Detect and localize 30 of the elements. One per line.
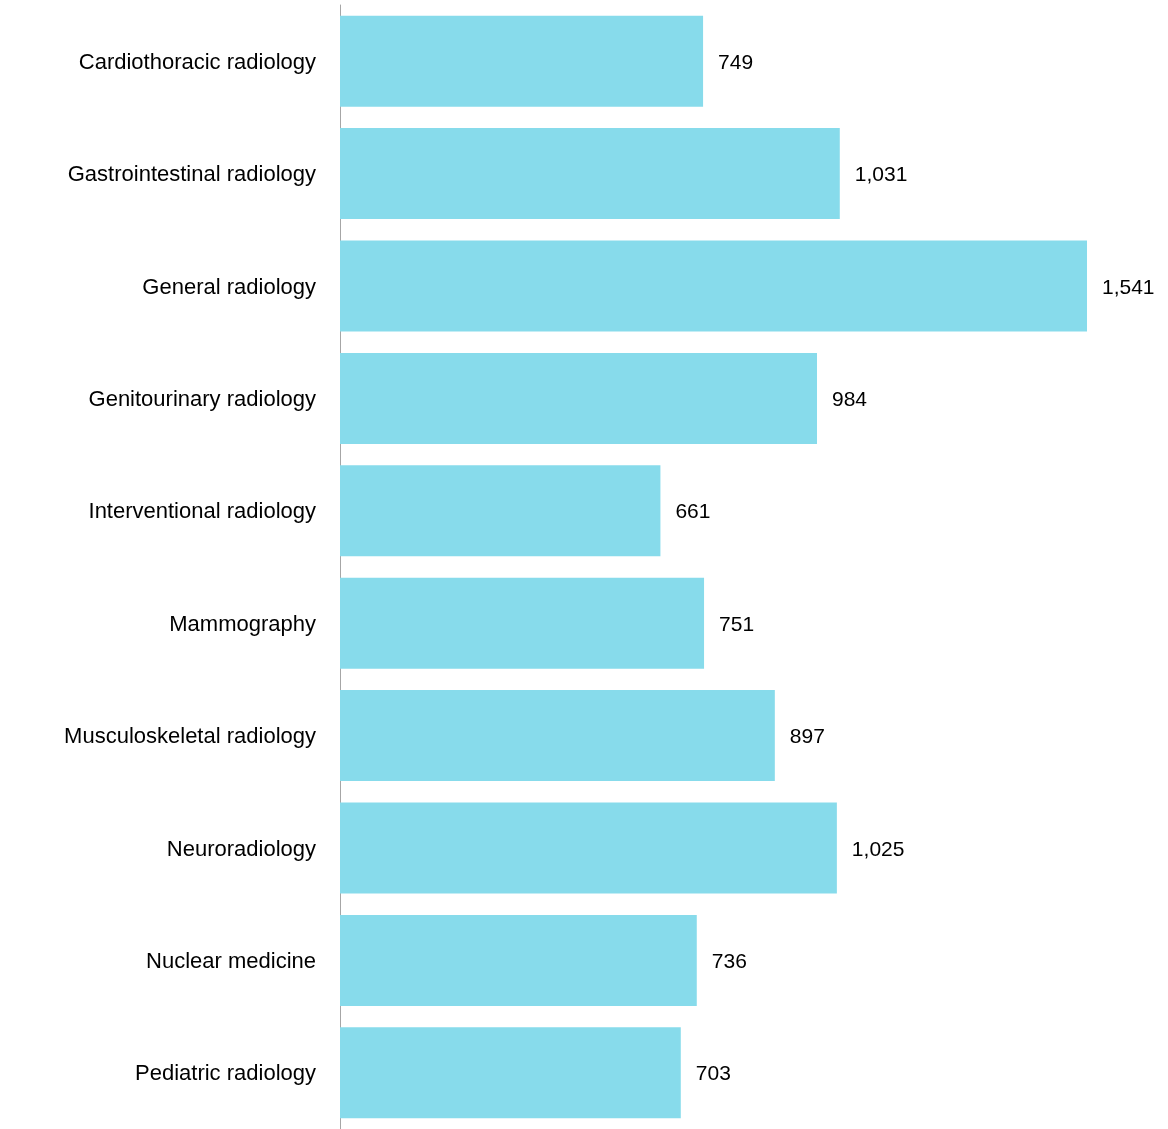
bar: [340, 352, 817, 444]
data-label: 703: [695, 1061, 731, 1085]
y-tick-label: Interventional radiology: [88, 498, 316, 524]
data-label: 1,541: [1102, 274, 1155, 298]
y-tick-label: Gastrointestinal radiology: [67, 161, 316, 187]
data-label: 749: [718, 49, 754, 73]
data-label: 736: [711, 948, 747, 972]
bar: [340, 1027, 681, 1119]
bar: [340, 465, 661, 557]
data-label: 1,031: [854, 162, 908, 186]
data-label: 661: [675, 499, 711, 523]
data-label: 1,025: [851, 836, 905, 860]
bar: [340, 240, 1087, 332]
y-tick-label: Pediatric radiology: [135, 1060, 316, 1086]
y-tick-label: Neuroradiology: [166, 835, 316, 861]
data-label: 751: [719, 611, 755, 635]
y-tick-label: Genitourinary radiology: [88, 385, 316, 411]
y-tick-label: Cardiothoracic radiology: [78, 48, 316, 74]
bar: [340, 15, 704, 107]
y-tick-label: Mammography: [169, 610, 316, 636]
bar: [340, 802, 837, 894]
y-tick-label: General radiology: [142, 273, 316, 299]
data-label: 984: [831, 386, 868, 410]
y-tick-label: Musculoskeletal radiology: [64, 723, 316, 749]
data-label: 897: [789, 724, 825, 748]
bar: [340, 577, 705, 669]
bar: [340, 128, 840, 220]
bar: [340, 914, 697, 1006]
y-tick-label: Nuclear medicine: [146, 947, 316, 973]
bar: [340, 690, 775, 782]
